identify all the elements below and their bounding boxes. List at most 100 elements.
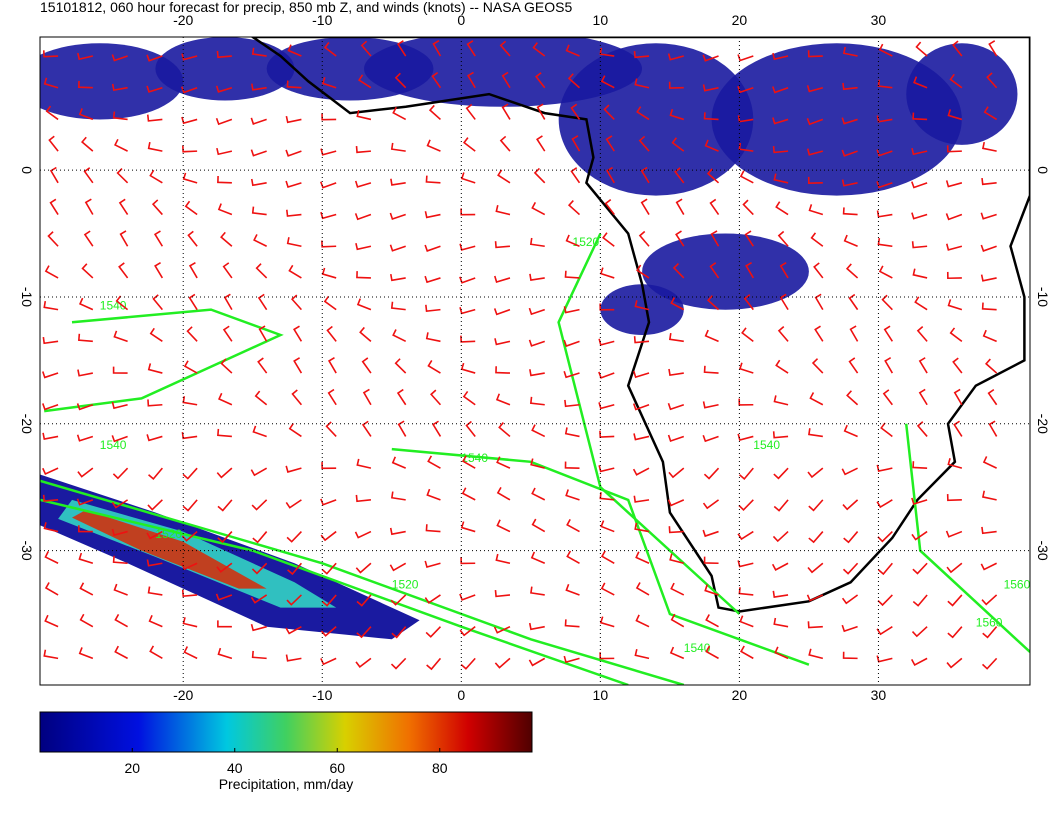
wind-barb <box>222 262 233 279</box>
wind-barb <box>494 275 511 284</box>
wind-barb <box>389 212 406 221</box>
wind-barb <box>217 176 232 184</box>
wind-barb <box>425 332 441 343</box>
wind-barb <box>215 85 233 93</box>
y-tick-label: -10 <box>1035 287 1051 307</box>
wind-barb <box>602 232 615 247</box>
wind-barb <box>633 50 650 59</box>
wind-barb <box>814 325 824 342</box>
wind-barb <box>115 295 129 311</box>
wind-barb <box>811 358 824 374</box>
wind-barb <box>638 135 650 152</box>
wind-barb <box>564 270 580 279</box>
wind-barb <box>912 268 928 279</box>
x-tick-label: 0 <box>457 687 465 703</box>
wind-barb <box>397 420 407 437</box>
precip-area <box>600 284 684 336</box>
wind-barb <box>285 625 302 635</box>
y-tick-label: 0 <box>19 166 35 174</box>
wind-barb <box>604 198 615 216</box>
wind-barb <box>810 232 824 247</box>
wind-barb <box>667 402 685 411</box>
wind-barb <box>146 559 163 567</box>
wind-barb <box>496 519 511 533</box>
wind-barb <box>390 273 406 282</box>
wind-barb <box>389 244 406 252</box>
wind-barb <box>494 657 511 669</box>
wind-barb <box>599 652 615 660</box>
wind-barb <box>285 465 302 473</box>
wind-barb <box>392 329 407 343</box>
wind-barb <box>285 149 302 157</box>
wind-barb <box>392 106 407 121</box>
wind-barb <box>843 424 858 438</box>
wind-barb <box>465 420 476 437</box>
wind-barb <box>251 206 267 216</box>
wind-barb <box>183 646 198 660</box>
wind-barb <box>773 467 789 480</box>
wind-barb <box>217 620 232 628</box>
wind-barb <box>876 499 893 509</box>
wind-barb <box>946 145 962 153</box>
precip-area <box>642 233 809 310</box>
wind-barb <box>459 626 476 637</box>
wind-barb <box>911 241 928 249</box>
wind-barb <box>881 294 893 311</box>
wind-barb <box>217 203 233 216</box>
wind-barb <box>529 273 545 281</box>
wind-barb <box>876 181 893 189</box>
x-tick-label: -10 <box>312 12 332 28</box>
wind-barb <box>806 148 824 156</box>
wind-barb <box>217 428 232 438</box>
x-tick-label: 10 <box>593 687 609 703</box>
wind-barb <box>841 179 858 187</box>
x-tick-label: 30 <box>871 12 887 28</box>
wind-barb <box>741 327 754 342</box>
wind-barb <box>777 230 789 247</box>
wind-barb <box>945 243 963 251</box>
wind-barb <box>391 456 407 469</box>
wind-barb <box>426 139 441 152</box>
wind-barb <box>251 83 267 91</box>
wind-barb <box>459 276 476 284</box>
wind-barb <box>564 461 580 469</box>
wind-barb <box>111 54 128 62</box>
wind-barb <box>670 582 685 596</box>
wind-barb <box>841 117 858 125</box>
wind-barb <box>424 244 441 252</box>
wind-barb <box>772 590 789 598</box>
wind-barb <box>846 390 859 406</box>
wind-barb <box>147 586 163 596</box>
wind-barb <box>946 271 962 280</box>
wind-barb <box>912 461 928 469</box>
wind-barb <box>877 79 893 89</box>
wind-barb <box>257 357 268 374</box>
wind-barb <box>253 234 267 247</box>
wind-barb <box>980 274 997 282</box>
wind-barb <box>599 430 615 438</box>
wind-barb <box>358 74 372 89</box>
wind-barb <box>83 167 94 184</box>
wind-barb <box>251 562 268 575</box>
wind-barb <box>563 306 580 314</box>
wind-barb <box>980 212 997 220</box>
wind-barb <box>250 149 267 157</box>
wind-barb <box>293 357 303 374</box>
wind-barb <box>981 302 997 311</box>
wind-barb <box>600 75 615 89</box>
wind-barb <box>251 650 267 660</box>
wind-barb <box>424 594 441 604</box>
wind-barb <box>44 614 59 628</box>
wind-barb <box>76 498 94 506</box>
wind-barb <box>111 528 128 537</box>
wind-barb <box>77 52 94 61</box>
wind-barb <box>915 41 928 57</box>
wind-barb <box>841 149 858 157</box>
wind-barb <box>635 551 650 564</box>
wind-barb <box>702 401 719 409</box>
wind-barb <box>255 263 268 279</box>
wind-barb <box>43 77 59 89</box>
wind-barb <box>356 458 372 469</box>
wind-barb <box>498 422 511 438</box>
wind-barb <box>913 76 928 89</box>
